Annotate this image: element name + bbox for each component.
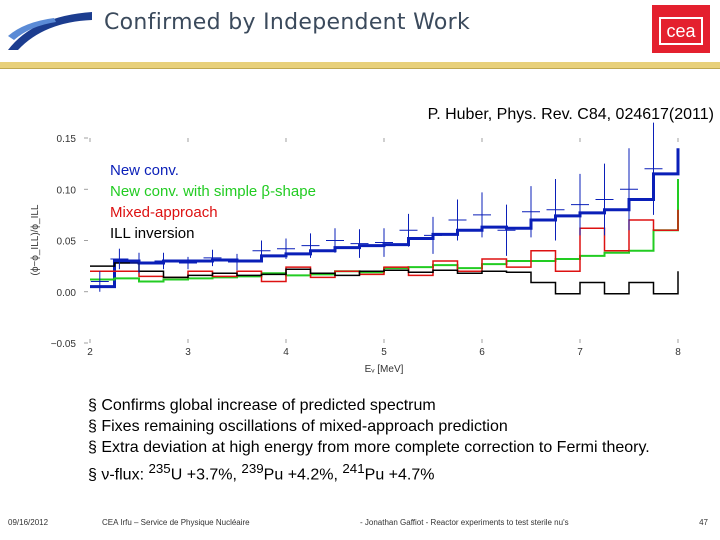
irfu-logo-icon [4,6,96,56]
u235-label: U +3.7%, [170,466,242,484]
bullet-item-flux: § ν-flux: 235U +3.7%, 239Pu +4.2%, 241Pu… [88,458,688,485]
x-tick-label: 4 [283,347,289,358]
pu241-label: Pu +4.7% [364,466,435,484]
chart-legend: New conv. New conv. with simple β-shape Mi… [110,162,316,242]
y-tick-label: 0.10 [57,185,77,196]
x-axis-label: Eᵥ [MeV] [365,364,404,375]
legend-entry: ILL inversion [110,225,195,242]
series-line [90,148,680,289]
bullet-text: Confirms global increase of predicted sp… [101,397,436,414]
bullet-list: § Confirms global increase of predicted … [88,395,688,485]
footer-date: 09/16/2012 [8,518,49,527]
x-tick-label: 2 [87,347,93,358]
x-tick-label: 6 [479,347,485,358]
x-tick-label: 5 [381,347,387,358]
y-tick-label: 0.00 [57,288,77,299]
flux-prefix: § ν-flux: [88,466,149,484]
slide-title: Confirmed by Independent Work [104,10,471,35]
pu239-label: Pu +4.2%, [263,466,343,484]
citation: P. Huber, Phys. Rev. C84, 024617(2011) [427,106,714,123]
cea-logo: cea [652,5,710,53]
footer-institute: CEA Irfu – Service de Physique Nucléaire [102,518,250,527]
x-tick-label: 7 [577,347,583,358]
chart-axes: 2 3 4 5 6 7 8 0.15 0.10 0.05 0.00 −0.05 Eᵥ [MeV] (ϕ−ϕ… [30,134,681,375]
bullet-marker: § [88,439,102,456]
pu239-mass: 239 [241,461,264,476]
bullet-text: Extra deviation at high energy from more… [101,439,650,456]
spectrum-chart: 2 3 4 5 6 7 8 0.15 0.10 0.05 0.00 −0.05 Eᵥ [MeV] (ϕ−ϕ… [30,122,681,375]
footer-page-number: 47 [699,518,708,527]
chart-data-points [90,122,663,292]
legend-entry: Mixed-approach [110,204,218,221]
x-tick-label: 8 [675,347,681,358]
y-tick-label: 0.05 [57,237,77,248]
y-axis-label: (ϕ−ϕ_ILL)/ϕ_ILL [30,204,41,275]
bullet-text: Fixes remaining oscillations of mixed-ap… [101,418,508,435]
legend-entry: New conv. [110,162,179,179]
bullet-marker: § [88,397,102,414]
legend-entry: New conv. with simple β-shape [110,183,316,200]
bullet-item-1: § Confirms global increase of predicted … [88,395,688,416]
header-rule-thin [0,68,720,69]
bullet-marker: § [88,418,102,435]
chart-series [90,148,680,295]
x-tick-label: 3 [185,347,191,358]
pu241-mass: 241 [342,461,365,476]
series-line [90,209,679,283]
header-rule [0,62,720,68]
bullet-item-3: § Extra deviation at high energy from mo… [88,437,688,458]
y-tick-label: −0.05 [51,339,77,350]
y-tick-label: 0.15 [57,134,77,145]
series-line [90,262,679,295]
footer-author: - Jonathan Gaffiot - Reactor experiments… [360,518,569,527]
cea-logo-text: cea [659,17,703,45]
bullet-item-2: § Fixes remaining oscillations of mixed-… [88,416,688,437]
slide-header: Confirmed by Independent Work cea [0,0,720,62]
u235-mass: 235 [148,461,171,476]
